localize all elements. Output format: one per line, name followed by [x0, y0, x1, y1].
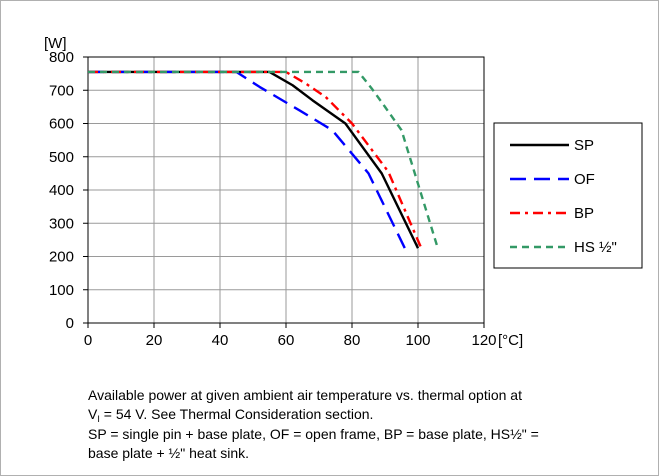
y-tick-label: 600	[49, 116, 74, 133]
chart: 0 20 40 60 80 100 120 0 100 200 300 400 500 600 700 800…	[44, 35, 643, 349]
series-line-1	[88, 70, 420, 249]
series-line-2	[88, 70, 406, 249]
x-tick-label: 100	[405, 332, 430, 349]
x-tick-label: 60	[278, 332, 295, 349]
caption-line-1: Available power at given ambient air tem…	[88, 387, 522, 403]
series-line-4	[88, 70, 439, 249]
x-tick-label: 40	[212, 332, 229, 349]
caption-line-3: SP = single pin + base plate, OF = open …	[88, 426, 539, 442]
y-tick-label: 400	[49, 182, 74, 199]
legend-label: OF	[574, 171, 595, 188]
legend-label: SP	[574, 137, 594, 154]
series-lines	[88, 70, 439, 249]
y-tick-label: 800	[49, 49, 74, 66]
x-tick-label: 20	[146, 332, 163, 349]
caption-line-2-text: = 54 V. See Thermal Consideration sectio…	[99, 405, 374, 422]
y-tick-label: 100	[49, 282, 74, 299]
x-tick-label: 120	[471, 332, 496, 349]
caption-line-4: base plate + ½" heat sink.	[88, 444, 250, 461]
legend-box	[493, 122, 643, 269]
x-tick-label: 0	[84, 332, 92, 349]
legend-label: BP	[574, 205, 594, 222]
legend: SP OF BP HS ½"	[493, 122, 643, 269]
grid	[87, 56, 485, 324]
axes: 0 20 40 60 80 100 120 0 100 200 300 400 500 600 700 800	[49, 49, 497, 349]
y-tick-label: 0	[66, 315, 74, 332]
y-axis-label: [W]	[44, 35, 67, 52]
caption-voltage-subscript: I	[97, 413, 100, 424]
y-tick-label: 300	[49, 215, 74, 232]
legend-label: HS ½"	[574, 239, 617, 256]
x-tick-label: 80	[344, 332, 361, 349]
y-tick-label: 200	[49, 249, 74, 266]
caption-voltage-symbol: V	[88, 405, 98, 422]
x-axis-label: [°C]	[498, 332, 523, 349]
y-tick-label: 500	[49, 149, 74, 166]
y-tick-label: 700	[49, 82, 74, 99]
caption-line-2: VI = 54 V. See Thermal Consideration sec…	[88, 405, 648, 426]
figure-caption: Available power at given ambient air tem…	[88, 386, 648, 462]
